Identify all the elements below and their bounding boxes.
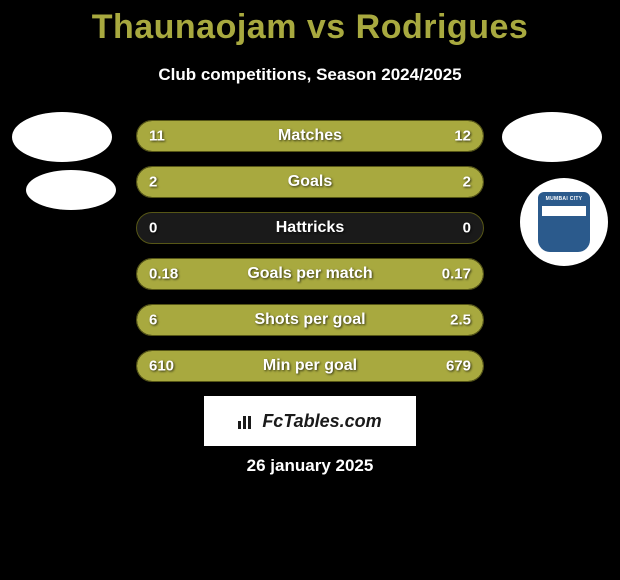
player-left-club-placeholder <box>26 170 116 210</box>
stats-container: 11Matches12 2Goals2 0Hattricks0 0.18Goals p… <box>136 120 484 396</box>
stat-label: Goals per match <box>137 265 483 283</box>
stat-row: 0.18Goals per match0.17 <box>136 258 484 290</box>
date-text: 26 january 2025 <box>0 456 620 476</box>
stat-value-right: 12 <box>454 128 471 145</box>
stat-value-right: 0.17 <box>442 266 471 283</box>
stat-label: Hattricks <box>137 219 483 237</box>
stat-row: 2Goals2 <box>136 166 484 198</box>
stat-row: 11Matches12 <box>136 120 484 152</box>
mumbai-city-badge: MUMBAI CITY <box>538 192 590 252</box>
stat-value-right: 2 <box>463 174 471 191</box>
brand-text: FcTables.com <box>262 411 381 432</box>
stat-value-right: 679 <box>446 358 471 375</box>
stat-row: 6Shots per goal2.5 <box>136 304 484 336</box>
stat-row: 0Hattricks0 <box>136 212 484 244</box>
stat-label: Matches <box>137 127 483 145</box>
stat-value-right: 0 <box>463 220 471 237</box>
stat-label: Goals <box>137 173 483 191</box>
stat-value-right: 2.5 <box>450 312 471 329</box>
brand-label: FcTables.com <box>238 411 381 432</box>
player-right-avatar-placeholder <box>502 112 602 162</box>
page-title: Thaunaojam vs Rodrigues <box>0 0 620 47</box>
stat-row: 610Min per goal679 <box>136 350 484 382</box>
brand-box: FcTables.com <box>204 396 416 446</box>
player-left-avatar-placeholder <box>12 112 112 162</box>
stat-label: Min per goal <box>137 357 483 375</box>
player-right-club-badge: MUMBAI CITY <box>520 178 608 266</box>
subtitle: Club competitions, Season 2024/2025 <box>0 65 620 85</box>
stat-label: Shots per goal <box>137 311 483 329</box>
club-badge-text: MUMBAI CITY <box>546 196 583 202</box>
bars-icon <box>238 413 258 429</box>
